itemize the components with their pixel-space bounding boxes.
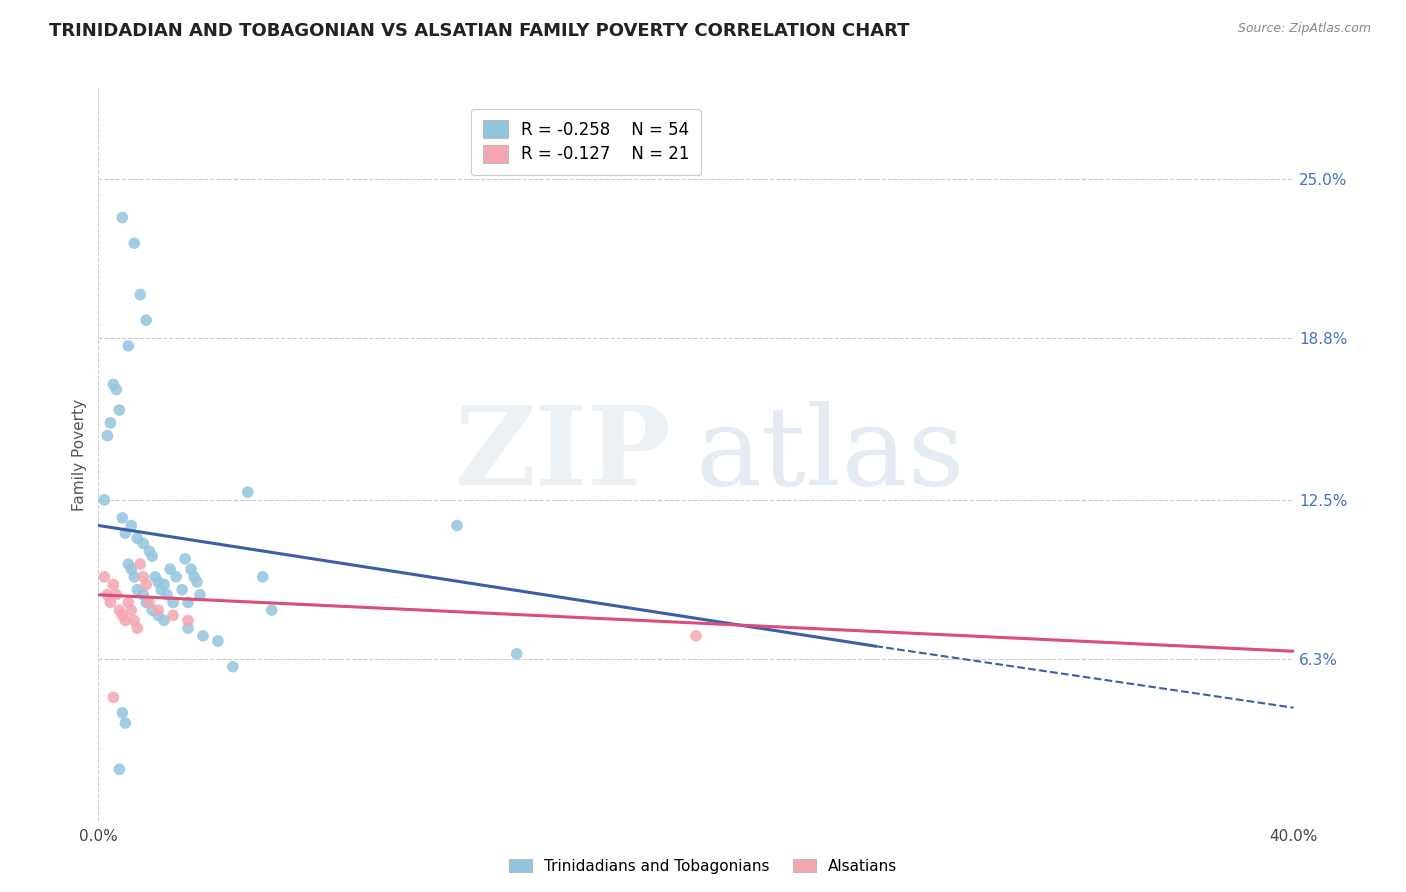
Point <box>111 706 134 720</box>
Point <box>105 383 128 397</box>
Point <box>127 582 149 597</box>
Text: Source: ZipAtlas.com: Source: ZipAtlas.com <box>1237 22 1371 36</box>
Point <box>135 577 157 591</box>
Point <box>129 287 152 301</box>
Point <box>98 416 122 430</box>
Point <box>108 403 131 417</box>
Point <box>222 659 245 673</box>
Point <box>124 236 146 251</box>
Point <box>127 621 149 635</box>
Point <box>141 549 163 564</box>
Point <box>108 762 131 776</box>
Point <box>117 339 139 353</box>
Point <box>93 492 115 507</box>
Point <box>685 629 707 643</box>
Point <box>177 621 200 635</box>
Point <box>183 570 205 584</box>
Point <box>129 557 152 571</box>
Point <box>135 595 157 609</box>
Point <box>98 595 122 609</box>
Point <box>96 428 118 442</box>
Point <box>114 526 136 541</box>
Point <box>153 614 176 628</box>
Point <box>260 603 283 617</box>
Point <box>165 570 187 584</box>
Point <box>124 614 146 628</box>
Point <box>150 582 173 597</box>
Point <box>153 577 176 591</box>
Point <box>103 577 125 591</box>
Point <box>162 608 184 623</box>
Point <box>148 608 170 623</box>
Point <box>111 608 134 623</box>
Point <box>446 518 468 533</box>
Point <box>127 532 149 546</box>
Point <box>186 574 208 589</box>
Point <box>117 595 139 609</box>
Point <box>93 570 115 584</box>
Point <box>120 518 142 533</box>
Point <box>236 485 259 500</box>
Text: TRINIDADIAN AND TOBAGONIAN VS ALSATIAN FAMILY POVERTY CORRELATION CHART: TRINIDADIAN AND TOBAGONIAN VS ALSATIAN F… <box>49 22 910 40</box>
Point <box>156 588 179 602</box>
Text: atlas: atlas <box>696 401 966 508</box>
Point <box>506 647 529 661</box>
Point <box>132 536 155 550</box>
Point <box>117 557 139 571</box>
Point <box>111 211 134 225</box>
Point <box>252 570 274 584</box>
Point <box>174 552 197 566</box>
Point <box>180 562 202 576</box>
Point <box>103 690 125 705</box>
Point <box>114 614 136 628</box>
Point <box>148 603 170 617</box>
Point <box>120 562 142 576</box>
Point <box>132 570 155 584</box>
Point <box>108 603 131 617</box>
Point <box>191 629 214 643</box>
Point <box>111 510 134 524</box>
Point <box>172 582 194 597</box>
Point <box>177 614 200 628</box>
Point <box>207 634 229 648</box>
Y-axis label: Family Poverty: Family Poverty <box>72 399 87 511</box>
Point <box>188 588 211 602</box>
Point <box>96 588 118 602</box>
Point <box>105 588 128 602</box>
Point <box>138 544 160 558</box>
Point <box>141 603 163 617</box>
Point <box>103 377 125 392</box>
Legend: Trinidadians and Tobagonians, Alsatians: Trinidadians and Tobagonians, Alsatians <box>503 853 903 880</box>
Point <box>143 570 166 584</box>
Point <box>148 574 170 589</box>
Point <box>114 716 136 731</box>
Point <box>120 603 142 617</box>
Point <box>135 313 157 327</box>
Point <box>162 595 184 609</box>
Point <box>124 570 146 584</box>
Point <box>177 595 200 609</box>
Legend: R = -0.258    N = 54, R = -0.127    N = 21: R = -0.258 N = 54, R = -0.127 N = 21 <box>471 109 702 175</box>
Point <box>159 562 181 576</box>
Text: ZIP: ZIP <box>456 401 672 508</box>
Point <box>138 595 160 609</box>
Point <box>132 588 155 602</box>
